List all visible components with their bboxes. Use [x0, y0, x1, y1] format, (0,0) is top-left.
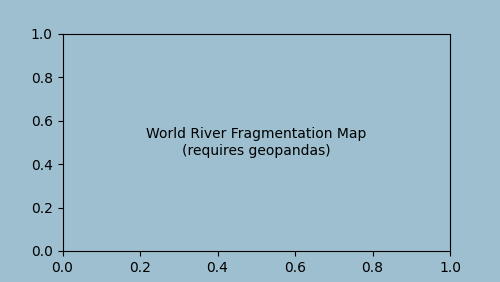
Text: World River Fragmentation Map
(requires geopandas): World River Fragmentation Map (requires … — [146, 127, 366, 158]
